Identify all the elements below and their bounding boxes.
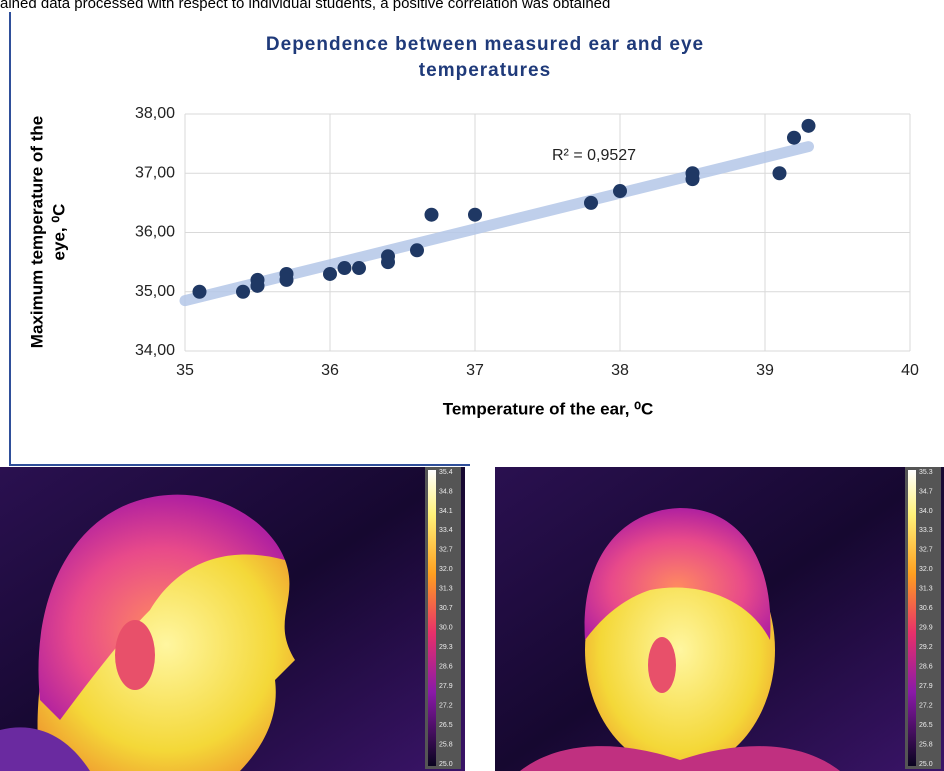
x-tick-label: 35 [176, 362, 194, 379]
x-tick-label: 39 [756, 362, 774, 379]
scale-label: 25.8 [919, 741, 933, 748]
thermal-image-side [0, 467, 465, 771]
point [410, 243, 424, 257]
thermal-image-front [495, 467, 944, 771]
scale-label: 32.7 [439, 547, 453, 554]
point [251, 279, 265, 293]
point [323, 267, 337, 281]
scale-label: 32.0 [919, 566, 933, 573]
scale-label: 35.4 [439, 469, 453, 476]
scale-label: 34.8 [439, 488, 453, 495]
x-tick-label: 36 [321, 362, 339, 379]
y-tick-label: 35,00 [135, 283, 175, 300]
color-scale [908, 470, 916, 766]
body-text: ained data processed with respect to ind… [0, 0, 610, 12]
chart-title: Dependence between measured ear and eye [266, 34, 704, 55]
y-axis-label: Maximum temperature of the [27, 116, 46, 348]
scale-label: 27.2 [919, 702, 933, 709]
scale-label: 27.2 [439, 702, 453, 709]
scale-label: 29.9 [919, 625, 933, 632]
scale-label: 35.3 [919, 469, 933, 476]
scale-label: 33.3 [919, 527, 933, 534]
scale-label: 25.0 [919, 761, 933, 768]
scale-label: 31.3 [919, 586, 933, 593]
x-tick-label: 40 [901, 362, 919, 379]
scale-label: 25.8 [439, 741, 453, 748]
scale-label: 32.7 [919, 547, 933, 554]
scale-label: 32.0 [439, 566, 453, 573]
point [280, 273, 294, 287]
scale-label: 33.4 [439, 527, 453, 534]
scale-label: 26.5 [439, 722, 453, 729]
scale-label: 25.0 [439, 761, 453, 768]
scale-label: 30.6 [919, 605, 933, 612]
point [787, 131, 801, 145]
scale-label: 34.7 [919, 488, 933, 495]
scale-label: 26.5 [919, 722, 933, 729]
scale-label: 28.6 [439, 664, 453, 671]
plot: 34,00 35,00 36,00 37,00 38,00 35 36 37 38 39 40 [135, 105, 919, 379]
x-tick-label: 38 [611, 362, 629, 379]
scale-label: 34.1 [439, 508, 453, 515]
y-tick-label: 38,00 [135, 105, 175, 122]
scale-label: 34.0 [919, 508, 933, 515]
x-tick-label: 37 [466, 362, 484, 379]
point [468, 208, 482, 222]
scale-label: 27.9 [439, 683, 453, 690]
point [584, 196, 598, 210]
point [338, 261, 352, 275]
y-tick-label: 36,00 [135, 224, 175, 241]
scale-label: 29.2 [919, 644, 933, 651]
scale-label: 27.9 [919, 683, 933, 690]
point [802, 119, 816, 133]
scale-label: 31.3 [439, 586, 453, 593]
chart-title: temperatures [419, 60, 551, 81]
point [613, 184, 627, 198]
point [686, 172, 700, 186]
scale-label: 28.6 [919, 664, 933, 671]
scale-label: 30.7 [439, 605, 453, 612]
figure: ained data processed with respect to ind… [0, 0, 944, 771]
scale-label: 29.3 [439, 644, 453, 651]
x-axis-label: Temperature of the ear, ⁰C [443, 399, 654, 418]
y-axis-label: eye, ⁰C [49, 204, 68, 261]
trendline [185, 147, 809, 301]
point [236, 285, 250, 299]
y-tick-label: 34,00 [135, 342, 175, 359]
point [425, 208, 439, 222]
y-tick-label: 37,00 [135, 164, 175, 181]
scale-label: 30.0 [439, 625, 453, 632]
chart-border [10, 12, 470, 465]
point [381, 255, 395, 269]
point [193, 285, 207, 299]
point [773, 166, 787, 180]
r-squared: R² = 0,9527 [552, 147, 636, 164]
point [352, 261, 366, 275]
color-scale [428, 470, 436, 766]
